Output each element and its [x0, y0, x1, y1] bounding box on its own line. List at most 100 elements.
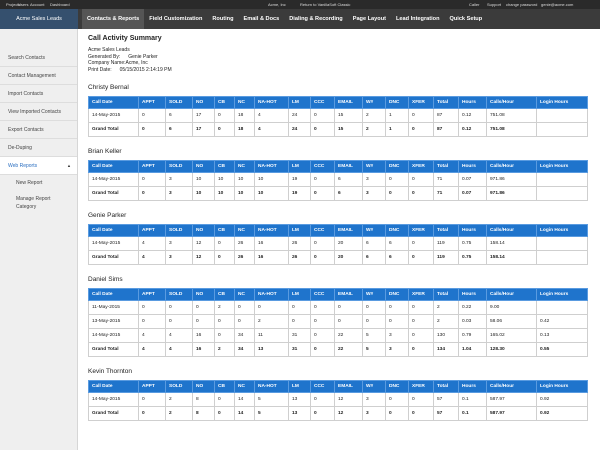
- cell: 134: [433, 342, 459, 357]
- nav-tab[interactable]: Email & Docs: [243, 16, 280, 22]
- sidebar-item[interactable]: Contact Management: [0, 67, 77, 85]
- top-link[interactable]: Dashboard: [50, 2, 70, 7]
- column-header: Call Date: [88, 288, 139, 301]
- cell: 13: [254, 342, 289, 357]
- nav-tab[interactable]: Routing: [212, 16, 234, 22]
- cell: 0: [310, 108, 335, 123]
- data-row: Grand Total 4 4 16 2 34 13 31 0 22 5 3 0 134 1.04 128.3…: [88, 342, 588, 357]
- cell: 0: [408, 108, 434, 123]
- column-header: Call Date: [88, 380, 139, 393]
- cell: 5: [254, 392, 289, 407]
- cell: 4: [138, 328, 166, 343]
- cell: 8: [192, 406, 215, 421]
- data-row: 14-May-2015 4 3 12 0 26 16 26 0 20 6 6 0 119 0.75 158.1…: [88, 236, 588, 251]
- cell: 19: [288, 172, 311, 187]
- data-row: 14-May-2015 0 2 8 0 14 5 13 0 12 3 0 0 57 0.1 587.97 0.9…: [88, 392, 588, 407]
- cell: 10: [234, 186, 255, 201]
- cell: 14-May-2015: [88, 328, 139, 343]
- cell: 0.03: [458, 314, 487, 329]
- header-row: Call Date APPT SOLD NO CB NC NA-HOT LM CCC EMAIL W…: [88, 380, 588, 393]
- cell: 12: [192, 250, 215, 265]
- cell: 16: [192, 342, 215, 357]
- cell: 14-May-2015: [88, 236, 139, 251]
- info-text: Company Name:Acme, Inc: [88, 60, 148, 66]
- cell: 6: [362, 236, 386, 251]
- cell: 0: [234, 314, 255, 329]
- column-header: LM: [288, 288, 311, 301]
- cell: 24: [288, 122, 311, 137]
- cell: 22: [334, 342, 363, 357]
- cell: 16: [254, 250, 289, 265]
- top-link[interactable]: Support: [487, 2, 502, 7]
- top-link[interactable]: Caller: [469, 2, 480, 7]
- cell: 0: [408, 172, 434, 187]
- header-row: Call Date APPT SOLD NO CB NC NA-HOT LM CCC EMAIL W…: [88, 160, 588, 173]
- info-line: Print Date: 05/15/2015 2:14:19 PM: [88, 67, 588, 74]
- cell: 11-May-2015: [88, 300, 139, 315]
- cell: 3: [165, 172, 193, 187]
- top-link[interactable]: genie@acme.com: [541, 2, 574, 7]
- cell: 4: [165, 328, 193, 343]
- sidebar-item[interactable]: De-Duping: [0, 139, 77, 157]
- column-header: NC: [234, 380, 255, 393]
- column-header: Total: [433, 380, 459, 393]
- sidebar-item[interactable]: View Imported Contacts: [0, 103, 77, 121]
- cell: 3: [362, 392, 386, 407]
- cell: 71: [433, 186, 459, 201]
- cell: 14-May-2015: [88, 392, 139, 407]
- brand[interactable]: Acme Sales Leads: [0, 9, 78, 29]
- nav-tab[interactable]: Lead Integration: [395, 16, 440, 22]
- column-header: NA-HOT: [254, 380, 289, 393]
- column-header: XFER: [408, 160, 434, 173]
- cell: 14-May-2015: [88, 172, 139, 187]
- cell: 14: [234, 392, 255, 407]
- sidebar-subitem[interactable]: Manage Report Category: [16, 196, 51, 210]
- cell: 14-May-2015: [88, 108, 139, 123]
- column-header: DNC: [385, 160, 409, 173]
- nav-tab[interactable]: Page Layout: [352, 16, 386, 22]
- cell: 0: [334, 300, 363, 315]
- top-link[interactable]: Users: [18, 2, 29, 7]
- top-link[interactable]: change password: [506, 2, 538, 7]
- column-header: CCC: [310, 160, 335, 173]
- cell: 71: [433, 172, 459, 187]
- column-header: DNC: [385, 288, 409, 301]
- cell: Grand Total: [88, 342, 139, 357]
- column-header: Total: [433, 224, 459, 237]
- column-header: Hours: [458, 288, 487, 301]
- column-header: Total: [433, 160, 459, 173]
- data-row: Grand Total 0 3 10 10 10 10 19 0 6 3 0 0 71 0.07 971.86: [88, 186, 588, 201]
- nav-tab[interactable]: Quick Setup: [449, 16, 483, 22]
- sidebar-item[interactable]: Web Reports ▲: [0, 157, 77, 175]
- column-header: SOLD: [165, 96, 193, 109]
- column-header: CCC: [310, 288, 335, 301]
- data-row: Grand Total 0 2 8 0 14 5 13 0 12 3 0 0 57 0.1 587.97 0.9…: [88, 406, 588, 421]
- nav-tab[interactable]: Dialing & Recording: [289, 16, 343, 22]
- cell: 0: [385, 172, 409, 187]
- cell: 971.86: [486, 186, 537, 201]
- cell: 20: [334, 250, 363, 265]
- cell: [536, 108, 588, 123]
- top-link[interactable]: Account: [30, 2, 45, 7]
- sidebar-item[interactable]: Export Contacts: [0, 121, 77, 139]
- top-link[interactable]: Return to VanillaSoft Classic: [300, 2, 351, 7]
- cell: 751.08: [486, 108, 537, 123]
- cell: 15: [334, 108, 363, 123]
- sidebar-item[interactable]: Import Contacts: [0, 85, 77, 103]
- column-header: Login Hours: [536, 288, 588, 301]
- sidebar-subitem[interactable]: New Report: [16, 180, 43, 186]
- cell: 4: [138, 342, 166, 357]
- top-link[interactable]: Projects: [6, 2, 21, 7]
- cell: 17: [192, 122, 215, 137]
- cell: 34: [234, 328, 255, 343]
- cell: 12: [334, 392, 363, 407]
- cell: 11: [254, 328, 289, 343]
- nav-tab[interactable]: Field Customization: [149, 16, 203, 22]
- sidebar-item[interactable]: Search Contacts: [0, 49, 77, 67]
- column-header: SOLD: [165, 288, 193, 301]
- cell: 18: [234, 122, 255, 137]
- cell: 0: [408, 342, 434, 357]
- top-link[interactable]: Acme, Inc: [268, 2, 286, 7]
- cell: 16: [192, 328, 215, 343]
- nav-tab[interactable]: Contacts & Reports: [82, 9, 145, 29]
